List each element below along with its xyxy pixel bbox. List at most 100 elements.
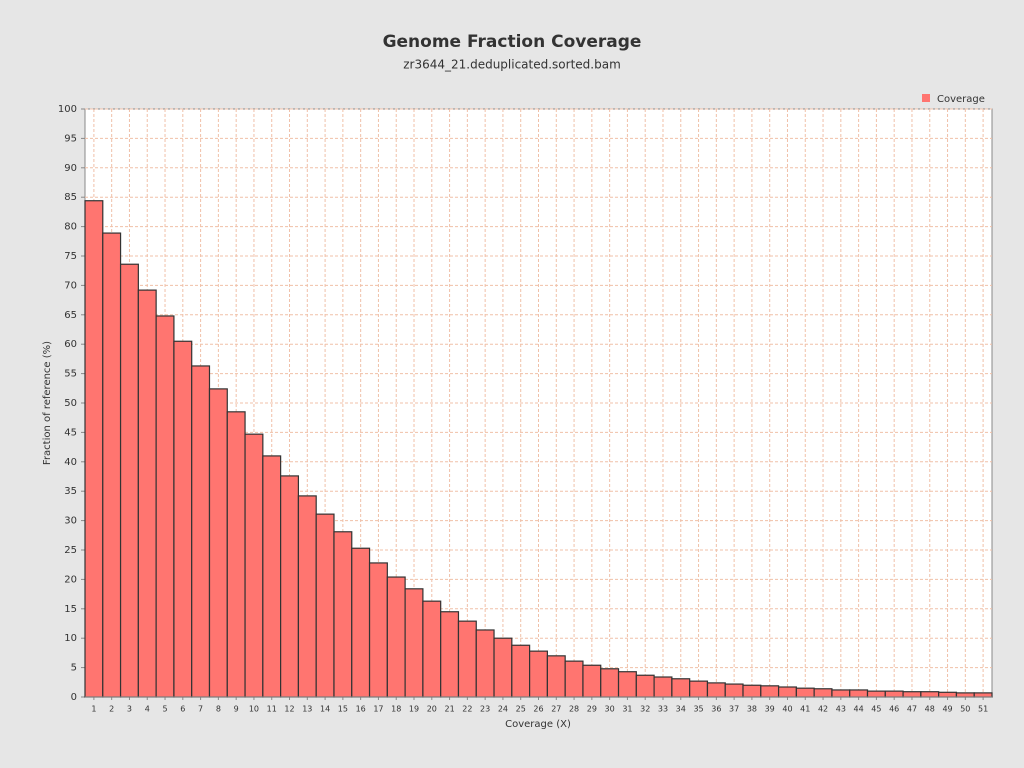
x-tick-label: 23 — [480, 705, 490, 714]
x-tick-label: 5 — [162, 705, 167, 714]
x-tick-label: 20 — [427, 705, 437, 714]
bar — [742, 684, 762, 698]
bar — [955, 692, 975, 698]
bar — [564, 660, 584, 698]
bar — [706, 682, 726, 698]
x-tick-label: 31 — [622, 705, 632, 714]
x-tick-label: 9 — [234, 705, 239, 714]
bar — [795, 687, 815, 698]
x-tick-label: 21 — [444, 705, 454, 714]
x-tick-label: 36 — [711, 705, 721, 714]
x-tick-label: 6 — [180, 705, 185, 714]
bar — [760, 685, 780, 698]
y-tick-label: 30 — [64, 516, 77, 527]
y-tick-label: 90 — [64, 163, 77, 174]
x-tick-label: 38 — [747, 705, 757, 714]
x-tick-label: 43 — [836, 705, 846, 714]
y-tick-label: 50 — [64, 398, 77, 409]
bar — [671, 678, 691, 698]
bar — [689, 680, 709, 698]
x-tick-label: 4 — [145, 705, 150, 714]
y-tick-label: 5 — [71, 663, 77, 674]
x-tick-label: 16 — [356, 705, 366, 714]
x-tick-label: 19 — [409, 705, 419, 714]
bar — [777, 686, 797, 698]
bar — [386, 576, 406, 698]
bar — [849, 689, 869, 698]
bar — [831, 689, 851, 698]
x-tick-label: 18 — [391, 705, 401, 714]
bar — [404, 588, 424, 698]
bar — [457, 620, 477, 698]
bar — [493, 637, 513, 698]
x-tick-label: 40 — [782, 705, 792, 714]
x-tick-label: 17 — [373, 705, 383, 714]
bar — [582, 664, 602, 698]
bar — [119, 263, 139, 698]
x-tick-label: 33 — [658, 705, 668, 714]
x-tick-label: 49 — [942, 705, 952, 714]
bar — [191, 365, 211, 698]
bar — [529, 650, 548, 698]
bar — [440, 611, 460, 698]
chart-title: Genome Fraction Coverage — [383, 32, 642, 52]
bar — [333, 531, 353, 698]
x-tick-label: 34 — [676, 705, 686, 714]
y-tick-label: 55 — [64, 369, 77, 380]
x-tick-label: 1 — [91, 705, 96, 714]
x-tick-label: 26 — [533, 705, 543, 714]
legend-swatch — [922, 94, 930, 102]
bar — [297, 495, 317, 698]
bar — [84, 200, 104, 698]
y-tick-label: 85 — [64, 192, 77, 203]
x-tick-label: 48 — [925, 705, 935, 714]
bar — [973, 692, 993, 698]
bar — [920, 691, 940, 698]
bar — [137, 289, 157, 698]
bar — [226, 411, 246, 698]
x-tick-label: 28 — [569, 705, 579, 714]
x-tick-label: 45 — [871, 705, 881, 714]
bar — [351, 547, 371, 698]
bar — [884, 690, 904, 698]
y-tick-label: 20 — [64, 574, 77, 585]
x-tick-label: 24 — [498, 705, 508, 714]
legend-label: Coverage — [937, 94, 985, 105]
x-tick-label: 30 — [605, 705, 615, 714]
bar — [724, 683, 744, 698]
y-tick-label: 45 — [64, 427, 77, 438]
x-tick-label: 50 — [960, 705, 970, 714]
y-tick-label: 10 — [64, 633, 77, 644]
x-tick-label: 25 — [516, 705, 526, 714]
y-tick-label: 65 — [64, 310, 77, 321]
y-tick-label: 0 — [71, 692, 77, 703]
bar — [155, 315, 175, 698]
bar — [617, 671, 637, 698]
x-tick-label: 12 — [284, 705, 294, 714]
y-tick-label: 15 — [64, 604, 77, 615]
bar — [422, 600, 442, 698]
y-tick-label: 25 — [64, 545, 77, 556]
bar — [600, 668, 620, 698]
bar — [173, 340, 193, 698]
bar — [244, 433, 264, 698]
x-tick-label: 41 — [800, 705, 810, 714]
bar — [902, 691, 922, 698]
bar — [475, 629, 495, 698]
x-tick-label: 2 — [109, 705, 114, 714]
y-tick-label: 35 — [64, 486, 77, 497]
bar — [546, 655, 566, 698]
x-tick-label: 15 — [338, 705, 348, 714]
x-tick-label: 7 — [198, 705, 203, 714]
y-axis-label: Fraction of reference (%) — [42, 341, 53, 465]
x-tick-label: 13 — [302, 705, 312, 714]
bar — [262, 455, 282, 698]
x-tick-label: 51 — [978, 705, 988, 714]
y-tick-label: 60 — [64, 339, 77, 350]
bar — [208, 388, 228, 698]
x-axis-label: Coverage (X) — [505, 719, 571, 730]
x-tick-label: 44 — [854, 705, 864, 714]
x-tick-label: 47 — [907, 705, 917, 714]
bar — [280, 475, 300, 698]
